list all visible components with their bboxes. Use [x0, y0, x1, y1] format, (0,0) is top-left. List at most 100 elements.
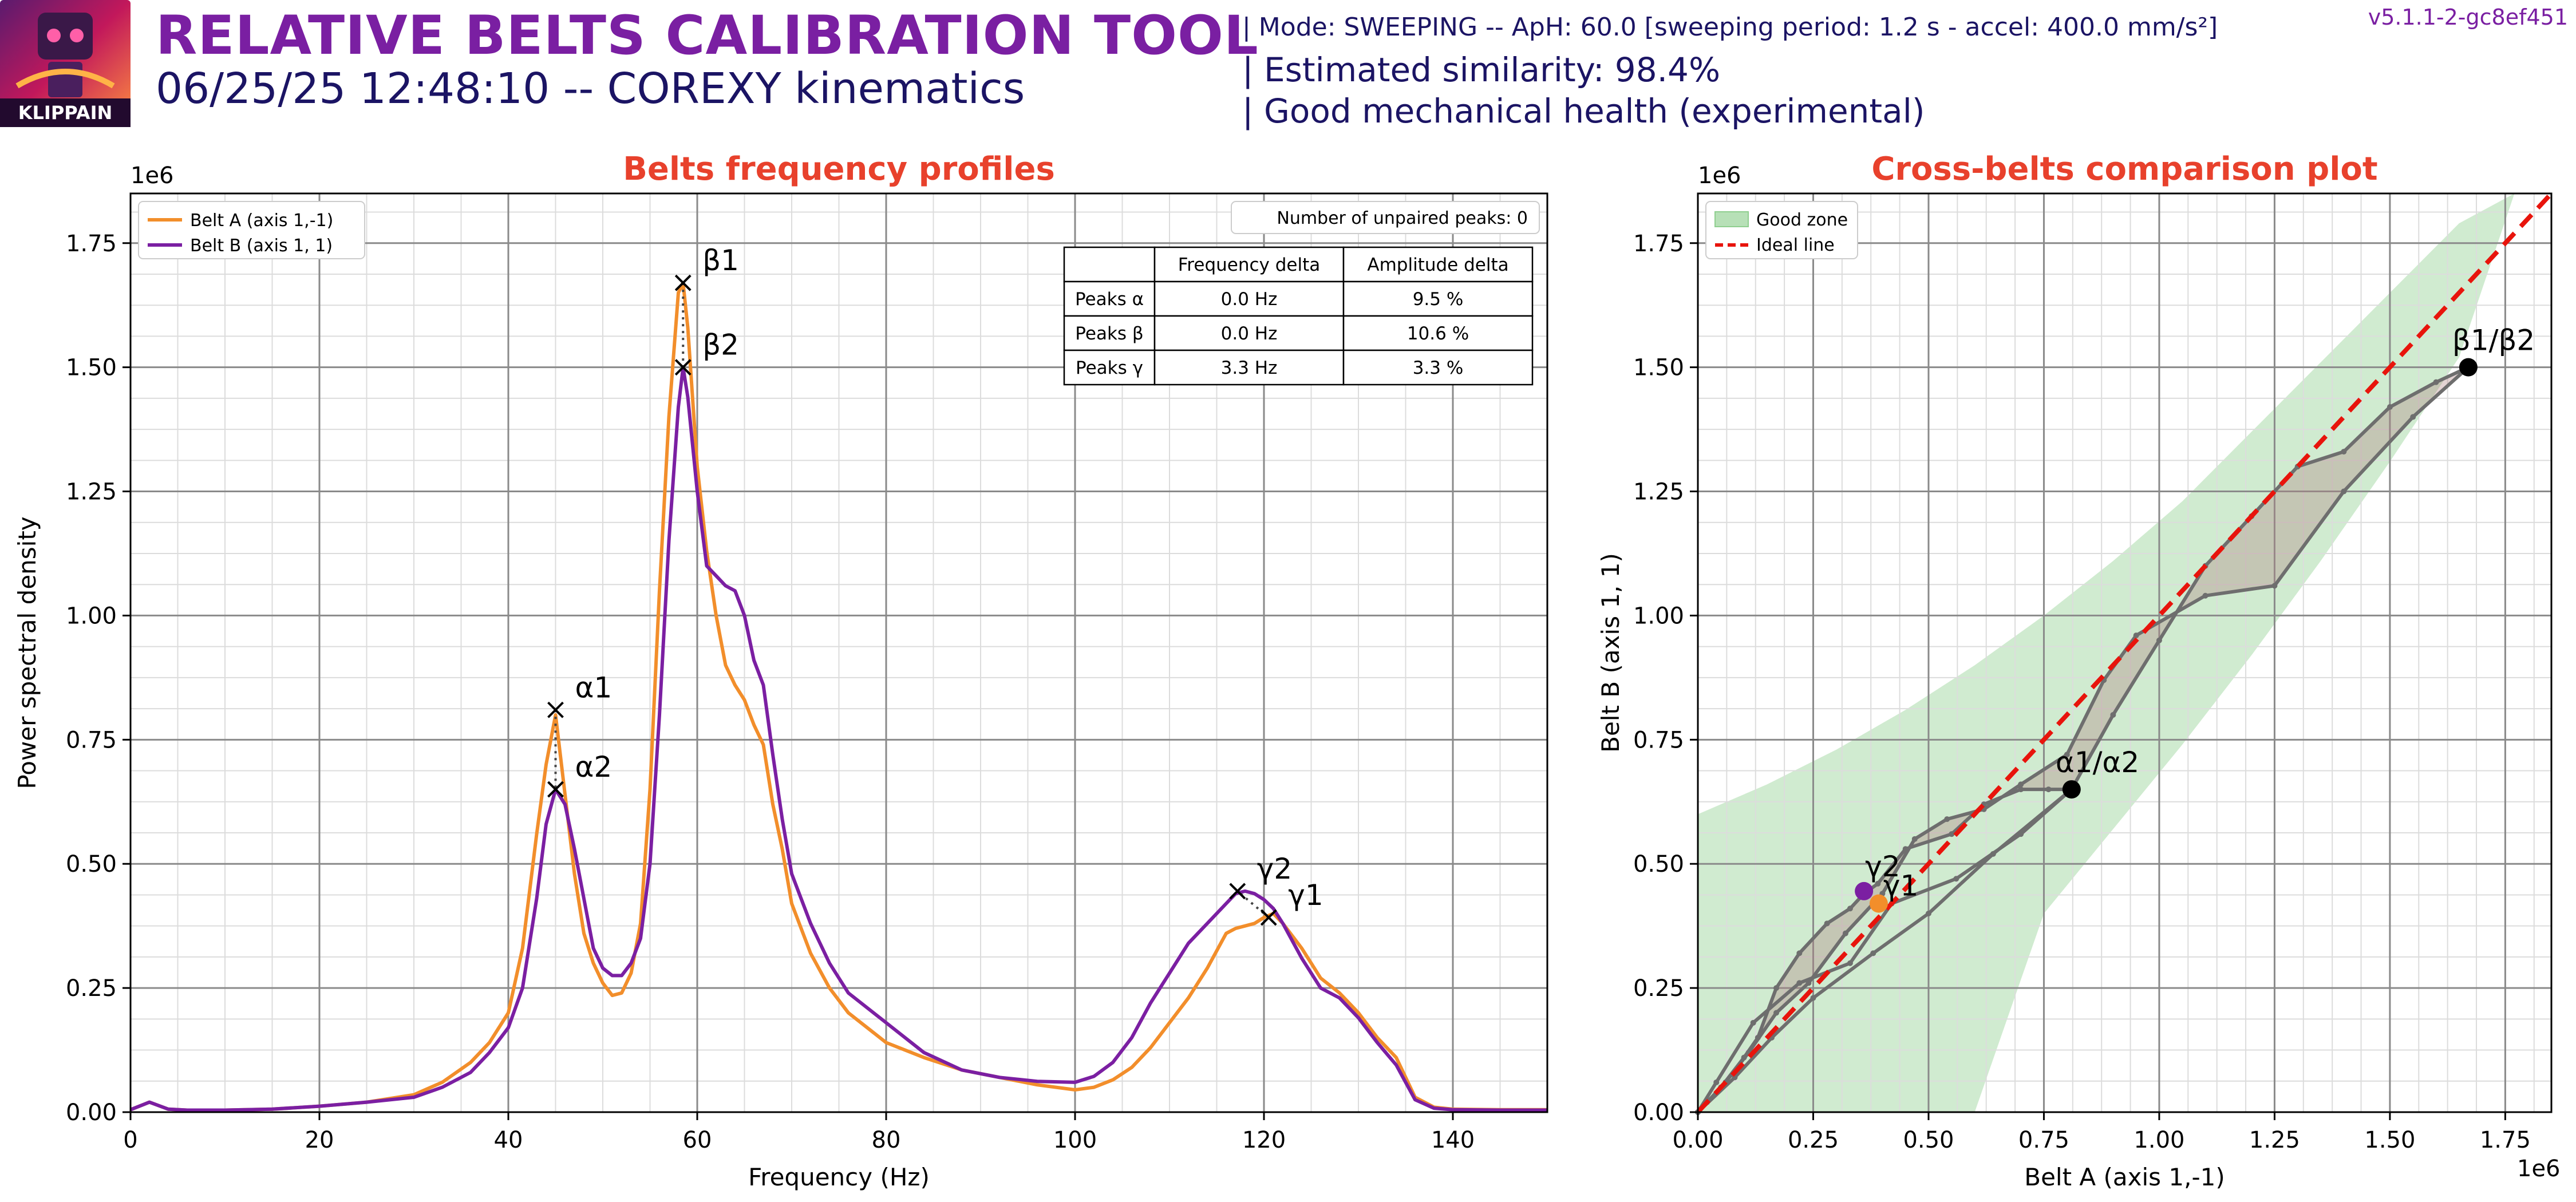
left-y-axis-label: Power spectral density [13, 516, 41, 789]
good-zone-area [1698, 193, 2515, 1112]
table-cell [1063, 246, 1156, 283]
peak-label: γ2 [1257, 852, 1292, 885]
belt-b-line [129, 365, 1547, 1112]
peak-x-stroke [547, 701, 564, 718]
table-value: 3.3 Hz [1221, 358, 1278, 378]
left-chart-title: Belts frequency profiles [623, 151, 1055, 188]
right-y-axis-label: Belt B (axis 1, 1) [1597, 553, 1625, 753]
peaks-delta-table: Frequency delta Amplitude delta Peaks α 0.0… [1063, 246, 1534, 386]
path-dot [1911, 836, 1918, 842]
x-tick-label: 140 [1431, 1127, 1475, 1153]
path-outline [1696, 365, 2470, 1114]
peak-marker-β1 [674, 274, 692, 291]
table-header: Amplitude delta [1367, 255, 1508, 275]
path-fill [1698, 367, 2468, 1112]
right-x-axis-label: Belt A (axis 1,-1) [2024, 1163, 2225, 1191]
path-dot [2133, 632, 2139, 639]
mode-info: | Mode: SWEEPING -- ApH: 60.0 [sweeping … [1242, 13, 2218, 42]
x-tick-label: 120 [1242, 1127, 1286, 1153]
point-γ2 [1855, 881, 1874, 900]
x-tick-label: 1.50 [2364, 1127, 2415, 1153]
y-tick-label: 1.75 [1633, 231, 1684, 257]
point-label: γ2 [1865, 850, 1900, 883]
y-tick-label: 1.00 [66, 603, 117, 629]
path-inner [1696, 788, 2073, 1114]
right-y-scale-label: 1e6 [1698, 163, 1741, 189]
point-γ1 [1869, 894, 1888, 913]
y-tick-label: 0.25 [66, 975, 117, 1002]
peak-marker-α1 [547, 701, 564, 718]
left-y-scale-label: 1e6 [131, 163, 174, 189]
y-tick-label: 0.50 [66, 851, 117, 877]
unpaired-peaks-box: Number of unpaired peaks: 0 [1231, 201, 1540, 234]
x-tick-label: 0.00 [1672, 1127, 1723, 1153]
y-tick-label: 0.25 [1633, 975, 1684, 1002]
left-series-lines [129, 281, 1547, 1112]
page-subtitle: 06/25/25 12:48:10 -- COREXY kinematics [156, 64, 1025, 113]
peak-label: β2 [702, 329, 739, 362]
peak-x-stroke [1229, 883, 1246, 900]
path-dot [1949, 831, 1955, 837]
point-label: γ1 [1883, 869, 1918, 903]
path-dot [1847, 960, 1853, 966]
table-value: 0.0 Hz [1221, 289, 1278, 310]
left-legend: Belt A (axis 1,-1) Belt B (axis 1, 1) [138, 201, 365, 259]
point-α1/α2 [2062, 780, 2081, 799]
path-dot [1875, 880, 1881, 887]
right-plot-frame [1697, 192, 2553, 1113]
version-label: v5.1.1-2-gc8ef451 [2368, 5, 2568, 30]
path-dot [2341, 488, 2347, 495]
legend-swatch-good-zone [1714, 211, 1749, 227]
table-cell [1063, 349, 1156, 386]
belt-a-line [129, 281, 1547, 1112]
path-dot [1773, 1010, 1780, 1016]
right-chart-title: Cross-belts comparison plot [1871, 151, 2377, 188]
peak-x-stroke [674, 359, 692, 376]
table-cell [1153, 280, 1345, 317]
peak-x-stroke [674, 274, 692, 291]
path-dot [1944, 816, 1950, 823]
right-x-scale-label: 1e6 [2517, 1156, 2561, 1182]
peak-label: α1 [575, 671, 613, 704]
table-value: 9.5 % [1413, 289, 1464, 310]
health-info: | Good mechanical health (experimental) [1242, 92, 1925, 131]
ideal-line-stroke [1698, 193, 2551, 1112]
table-value: 3.3 % [1413, 358, 1464, 378]
y-tick-label: 0.50 [1633, 851, 1684, 877]
x-tick-label: 100 [1053, 1127, 1097, 1153]
logo-text: KLIPPAIN [18, 102, 113, 124]
y-tick-label: 1.25 [1633, 479, 1684, 505]
path-dot [2410, 414, 2416, 420]
x-tick-label: 1.25 [2249, 1127, 2300, 1153]
table-value: 10.6 % [1407, 323, 1469, 344]
point-β1/β2 [2459, 358, 2478, 377]
x-tick-label: 80 [872, 1127, 901, 1153]
peak-label: β1 [702, 244, 739, 277]
path-dot [1755, 1034, 1761, 1041]
path-dot [2064, 752, 2070, 758]
y-tick-label: 1.00 [1633, 603, 1684, 629]
path-dot [2018, 781, 2024, 788]
path-dot [1773, 985, 1780, 991]
table-cell [1153, 349, 1345, 386]
peak-marker-β2 [674, 359, 692, 376]
y-tick-label: 0.75 [66, 727, 117, 753]
path-dot [1870, 950, 1876, 956]
legend-box [138, 201, 365, 259]
path-dot [1925, 910, 1931, 916]
y-tick-label: 1.50 [1633, 355, 1684, 381]
peak-label: α2 [575, 750, 613, 784]
path-dot [1750, 1019, 1756, 1026]
path-dot [2018, 831, 2024, 837]
point-label: α1/α2 [2056, 746, 2139, 779]
table-header: Frequency delta [1178, 255, 1321, 275]
peak-marker-γ1 [1260, 909, 1277, 926]
unpaired-box [1231, 201, 1540, 234]
table-value: 0.0 Hz [1221, 323, 1278, 344]
point-label: β1/β2 [2452, 324, 2535, 357]
peak-x-stroke [1260, 909, 1277, 926]
